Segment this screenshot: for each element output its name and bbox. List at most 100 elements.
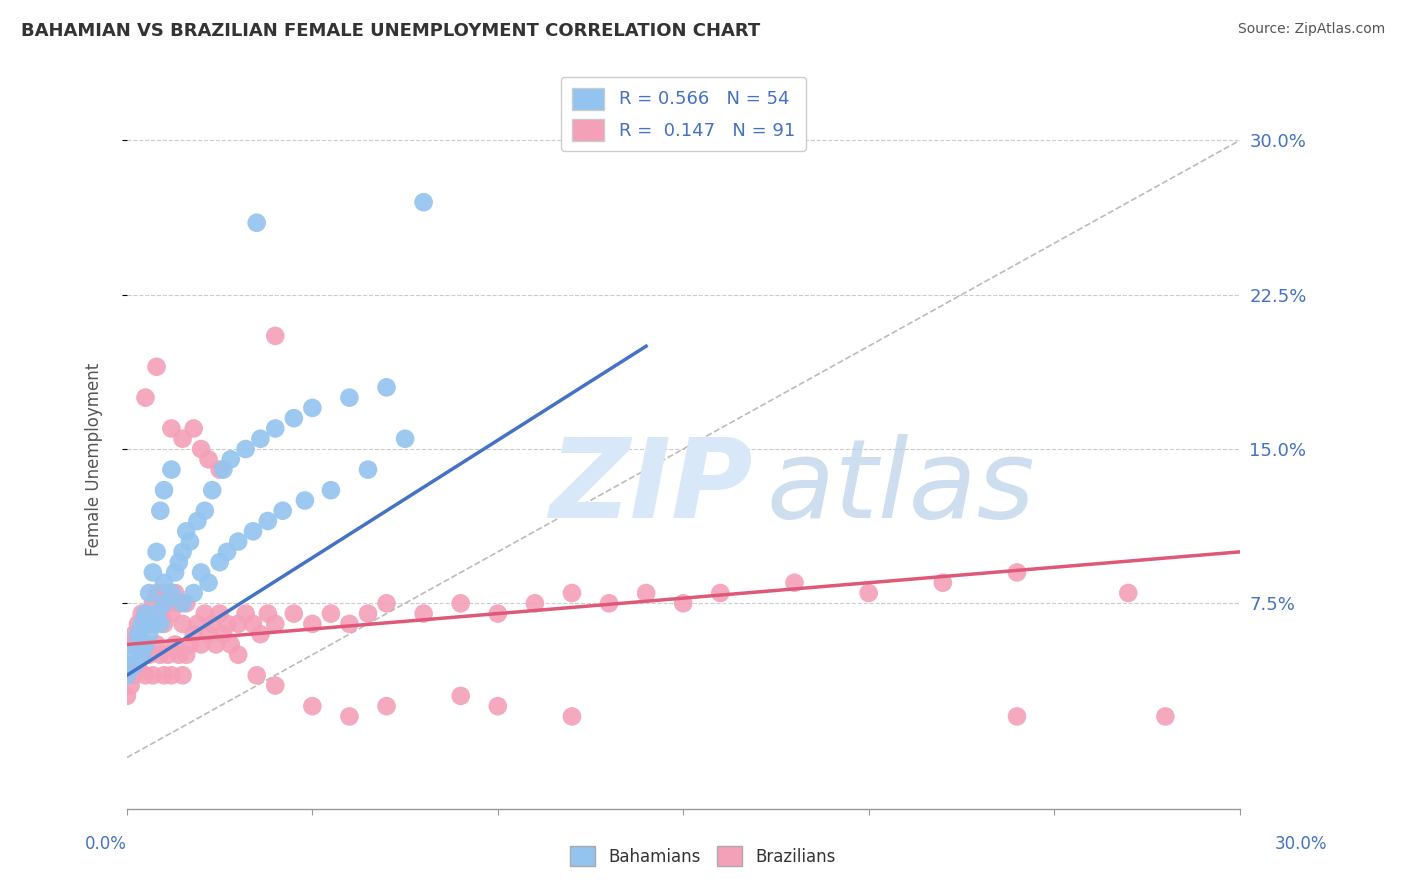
Point [160, 607, 183, 621]
Point [858, 586, 880, 600]
Point [301, 616, 323, 631]
Point [142, 596, 165, 610]
Legend: Bahamians, Brazilians: Bahamians, Brazilians [564, 839, 842, 873]
Point [165, 586, 187, 600]
Point [242, 524, 264, 539]
Point [294, 493, 316, 508]
Point [264, 421, 287, 435]
Point [339, 391, 361, 405]
Point [172, 616, 194, 631]
Point [160, 462, 183, 476]
Point [1116, 586, 1139, 600]
Point [246, 216, 269, 230]
Point [598, 596, 620, 610]
Point [134, 637, 156, 651]
Point [264, 616, 287, 631]
Point [319, 607, 342, 621]
Point [179, 637, 201, 651]
Point [145, 637, 167, 651]
Point [215, 616, 238, 631]
Text: BAHAMIAN VS BRAZILIAN FEMALE UNEMPLOYMENT CORRELATION CHART: BAHAMIAN VS BRAZILIAN FEMALE UNEMPLOYMEN… [21, 22, 761, 40]
Point [235, 442, 257, 456]
Point [138, 616, 160, 631]
Text: atlas: atlas [766, 434, 1035, 541]
Point [257, 607, 280, 621]
Legend: R = 0.566   N = 54, R =  0.147   N = 91: R = 0.566 N = 54, R = 0.147 N = 91 [561, 77, 806, 152]
Point [357, 607, 380, 621]
Point [165, 637, 187, 651]
Point [1005, 709, 1028, 723]
Point [115, 658, 138, 673]
Point [264, 679, 287, 693]
Point [145, 586, 167, 600]
Point [138, 648, 160, 662]
Point [186, 616, 208, 631]
Point [115, 689, 138, 703]
Point [375, 380, 398, 394]
Point [172, 545, 194, 559]
Point [190, 442, 212, 456]
Point [375, 699, 398, 714]
Point [183, 586, 205, 600]
Point [212, 462, 235, 476]
Point [153, 575, 176, 590]
Point [226, 648, 249, 662]
Point [932, 575, 955, 590]
Point [301, 699, 323, 714]
Point [357, 462, 380, 476]
Point [145, 607, 167, 621]
Point [183, 627, 205, 641]
Point [149, 504, 172, 518]
Point [172, 668, 194, 682]
Point [486, 607, 509, 621]
Point [142, 616, 165, 631]
Text: Source: ZipAtlas.com: Source: ZipAtlas.com [1237, 22, 1385, 37]
Point [167, 555, 190, 569]
Y-axis label: Female Unemployment: Female Unemployment [86, 363, 103, 556]
Point [145, 359, 167, 374]
Point [160, 421, 183, 435]
Point [339, 709, 361, 723]
Point [160, 668, 183, 682]
Point [561, 709, 583, 723]
Point [124, 627, 146, 641]
Point [208, 555, 231, 569]
Point [242, 616, 264, 631]
Point [412, 607, 434, 621]
Point [131, 607, 153, 621]
Point [131, 648, 153, 662]
Point [149, 607, 172, 621]
Point [179, 534, 201, 549]
Point [201, 616, 224, 631]
Point [339, 616, 361, 631]
Point [219, 637, 242, 651]
Text: ZIP: ZIP [550, 434, 754, 541]
Point [190, 566, 212, 580]
Point [131, 616, 153, 631]
Point [127, 637, 149, 651]
Point [134, 668, 156, 682]
Point [145, 545, 167, 559]
Point [672, 596, 695, 610]
Point [1154, 709, 1177, 723]
Text: 0.0%: 0.0% [84, 835, 127, 853]
Point [212, 627, 235, 641]
Point [375, 596, 398, 610]
Point [486, 699, 509, 714]
Point [153, 483, 176, 498]
Point [167, 648, 190, 662]
Point [394, 432, 416, 446]
Point [172, 432, 194, 446]
Point [131, 648, 153, 662]
Point [174, 524, 197, 539]
Point [208, 462, 231, 476]
Point [153, 596, 176, 610]
Point [138, 627, 160, 641]
Point [165, 566, 187, 580]
Point [226, 534, 249, 549]
Point [219, 452, 242, 467]
Point [127, 627, 149, 641]
Point [120, 648, 142, 662]
Point [174, 596, 197, 610]
Point [201, 483, 224, 498]
